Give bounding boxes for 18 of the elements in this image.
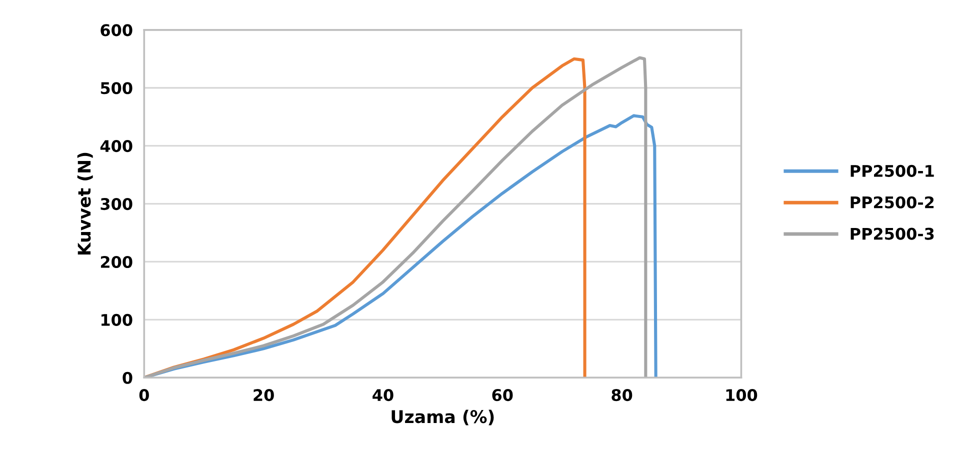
- x-tick-label: 40: [372, 389, 394, 402]
- legend-label: PP2500-1: [850, 164, 934, 177]
- x-tick-label: 80: [612, 389, 632, 402]
- y-tick-label: 300: [100, 198, 132, 210]
- x-tick-label: 0: [139, 389, 149, 402]
- y-tick-label: 400: [100, 140, 132, 152]
- x-tick-label: 20: [254, 389, 274, 402]
- y-tick-label: 500: [100, 82, 132, 94]
- y-tick-label: 600: [100, 24, 132, 36]
- x-axis-title: Uzama (%): [392, 410, 494, 426]
- y-tick-label: 100: [102, 314, 132, 326]
- y-tick-label: 200: [100, 256, 132, 268]
- legend-label: PP2500-3: [850, 228, 934, 240]
- x-tick-label: 100: [726, 389, 758, 402]
- y-tick-label: 0: [122, 372, 132, 384]
- x-tick-label: 60: [492, 389, 513, 402]
- legend-label: PP2500-2: [850, 196, 934, 208]
- y-axis-title: Kuvvet (N): [77, 152, 93, 255]
